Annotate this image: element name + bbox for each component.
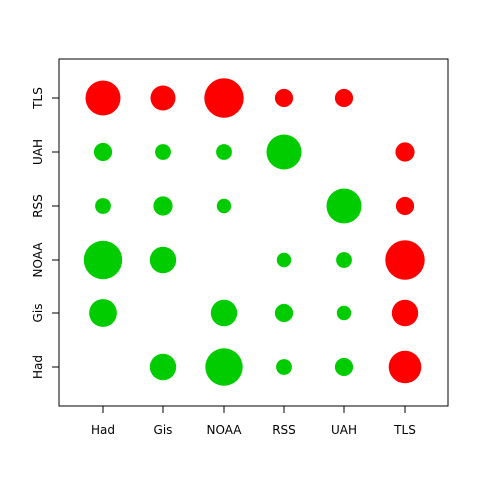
bubble-rss-had — [276, 359, 292, 375]
bubble-rss-uah — [266, 134, 302, 170]
bubble-uah-noaa — [336, 252, 352, 268]
x-tick-label-had: Had — [91, 423, 115, 437]
plot-frame — [58, 58, 449, 407]
bubble-noaa-had — [205, 348, 243, 386]
bubble-gis-had — [149, 353, 177, 381]
bubble-tls-had — [388, 350, 422, 384]
bubble-tls-gis — [391, 299, 419, 327]
bubble-had-noaa — [83, 240, 123, 280]
bubble-rss-noaa — [276, 252, 292, 268]
bubble-rss-gis — [274, 303, 294, 323]
bubble-uah-rss — [326, 188, 362, 224]
y-tick-label-rss: RSS — [31, 194, 45, 218]
y-tick-label-noaa: NOAA — [31, 242, 45, 278]
bubble-gis-noaa — [149, 246, 177, 274]
bubble-tls-rss — [395, 196, 415, 216]
bubble-tls-uah — [395, 142, 415, 162]
bubble-had-tls — [85, 80, 121, 116]
y-axis: Had Gis NOAA RSS UAH TLS — [31, 87, 59, 379]
x-tick-label-tls: TLS — [393, 423, 416, 437]
bubble-layer — [83, 78, 425, 386]
y-tick-label-uah: UAH — [31, 139, 45, 165]
y-tick-label-gis: Gis — [31, 304, 45, 323]
bubble-uah-had — [334, 357, 354, 377]
x-axis: Had Gis NOAA RSS UAH TLS — [91, 406, 416, 437]
x-tick-label-rss: RSS — [272, 423, 296, 437]
bubble-noaa-uah — [216, 144, 232, 160]
bubble-noaa-gis — [210, 299, 238, 327]
x-tick-label-gis: Gis — [154, 423, 173, 437]
bubble-had-uah — [93, 142, 113, 162]
bubble-rss-tls — [274, 88, 294, 108]
bubble-gis-tls — [150, 85, 176, 111]
y-tick-label-tls: TLS — [31, 87, 45, 110]
bubble-gis-uah — [155, 144, 171, 160]
bubble-had-rss — [95, 198, 111, 214]
bubble-gis-rss — [153, 196, 173, 216]
x-tick-label-noaa: NOAA — [207, 423, 243, 437]
x-tick-label-uah: UAH — [331, 423, 357, 437]
bubble-noaa-rss — [216, 198, 232, 214]
bubble-uah-gis — [336, 305, 352, 321]
bubble-tls-noaa — [385, 240, 425, 280]
y-tick-label-had: Had — [31, 355, 45, 379]
bubble-had-gis — [89, 299, 117, 327]
bubble-noaa-tls — [204, 78, 244, 118]
bubble-uah-tls — [334, 88, 354, 108]
